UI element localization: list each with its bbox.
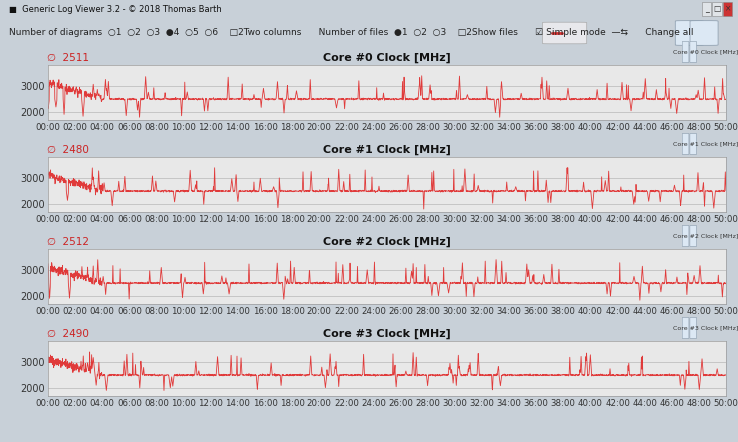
- Text: ■  Generic Log Viewer 3.2 - © 2018 Thomas Barth: ■ Generic Log Viewer 3.2 - © 2018 Thomas…: [9, 5, 221, 15]
- Text: Core #2 Clock [MHz]: Core #2 Clock [MHz]: [673, 233, 738, 239]
- Text: ∅  2490: ∅ 2490: [47, 329, 89, 339]
- FancyBboxPatch shape: [690, 133, 697, 154]
- FancyBboxPatch shape: [675, 21, 703, 45]
- FancyBboxPatch shape: [702, 2, 711, 16]
- Text: Core #0 Clock [MHz]: Core #0 Clock [MHz]: [673, 50, 738, 54]
- Text: Core #1 Clock [MHz]: Core #1 Clock [MHz]: [673, 141, 738, 146]
- Title: Core #3 Clock [MHz]: Core #3 Clock [MHz]: [323, 329, 451, 339]
- Title: Core #1 Clock [MHz]: Core #1 Clock [MHz]: [323, 145, 451, 155]
- FancyBboxPatch shape: [682, 133, 689, 154]
- Text: ∅  2511: ∅ 2511: [47, 53, 89, 63]
- FancyBboxPatch shape: [682, 42, 689, 62]
- Text: ∅  2512: ∅ 2512: [47, 237, 89, 247]
- FancyBboxPatch shape: [682, 225, 689, 246]
- FancyBboxPatch shape: [712, 2, 722, 16]
- FancyBboxPatch shape: [690, 225, 697, 246]
- Text: _: _: [705, 4, 709, 14]
- FancyBboxPatch shape: [682, 317, 689, 339]
- Text: □: □: [714, 4, 721, 14]
- Text: ∅  2480: ∅ 2480: [47, 145, 89, 155]
- FancyBboxPatch shape: [690, 42, 697, 62]
- Text: Core #3 Clock [MHz]: Core #3 Clock [MHz]: [673, 325, 738, 331]
- FancyBboxPatch shape: [723, 2, 732, 16]
- Title: Core #2 Clock [MHz]: Core #2 Clock [MHz]: [323, 237, 451, 247]
- FancyBboxPatch shape: [690, 317, 697, 339]
- Text: ×: ×: [725, 4, 731, 14]
- Title: Core #0 Clock [MHz]: Core #0 Clock [MHz]: [323, 53, 451, 63]
- FancyBboxPatch shape: [690, 21, 718, 45]
- FancyBboxPatch shape: [542, 22, 587, 44]
- Text: Number of diagrams  ○1  ○2  ○3  ●4  ○5  ○6    □2Two columns      Number of files: Number of diagrams ○1 ○2 ○3 ●4 ○5 ○6 □2T…: [9, 28, 694, 37]
